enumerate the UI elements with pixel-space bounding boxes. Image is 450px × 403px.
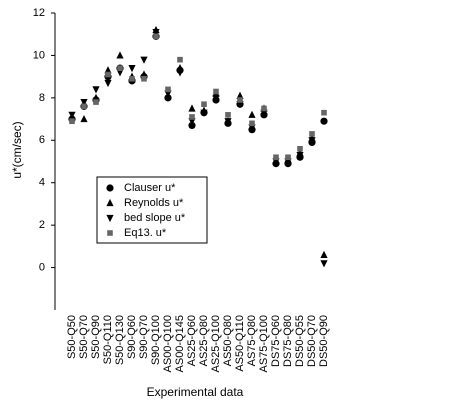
y-tick-label: 2: [39, 219, 45, 231]
legend-label: Reynolds u*: [124, 197, 184, 209]
point: [308, 137, 316, 145]
x-tick-label: S50-Q70: [78, 315, 90, 359]
point: [272, 158, 280, 166]
point: [284, 158, 292, 166]
point: [104, 79, 112, 88]
point: [248, 110, 256, 118]
point: [153, 33, 159, 40]
point: [213, 88, 219, 95]
x-tick-label: S90-Q60: [126, 315, 138, 359]
point: [309, 131, 315, 137]
point: [224, 118, 232, 126]
point: [236, 101, 244, 109]
point: [68, 111, 76, 119]
point: [321, 109, 327, 116]
x-tick-label: AS75-Q100: [258, 315, 270, 372]
x-tick-label: DS75-Q80: [282, 315, 294, 367]
point: [164, 90, 172, 98]
point: [237, 97, 243, 103]
point: [320, 117, 328, 125]
point: [116, 69, 124, 77]
point: [201, 101, 207, 108]
point: [189, 114, 195, 120]
point: [129, 75, 135, 82]
point: [116, 51, 124, 59]
point: [177, 56, 183, 63]
point: [200, 109, 208, 117]
point: [117, 65, 123, 71]
legend-marker: [106, 184, 114, 192]
point: [104, 66, 112, 74]
x-tick-label: DS50-Q70: [306, 315, 318, 367]
point: [176, 69, 184, 77]
point: [92, 93, 100, 101]
x-tick-label: S50-Q130: [114, 315, 126, 365]
x-tick-label: AS00-Q145: [174, 315, 186, 372]
x-tick-label: AS25-Q80: [198, 315, 210, 366]
x-tick-label: DS75-Q60: [270, 315, 282, 367]
x-tick-label: S90-Q70: [138, 315, 150, 359]
y-tick-label: 6: [39, 134, 45, 146]
point: [273, 154, 279, 161]
legend-label: Eq13. u*: [124, 227, 167, 239]
x-tick-label: S50-Q90: [90, 315, 102, 359]
point: [81, 103, 87, 110]
legend-box: [96, 176, 208, 244]
x-tick-label: AS50-Q80: [222, 315, 234, 366]
x-tick-label: AS50-Q110: [234, 315, 246, 372]
point: [188, 104, 196, 112]
point: [248, 124, 256, 132]
point: [80, 114, 88, 123]
legend-label: Clauser u*: [124, 182, 176, 194]
point: [92, 86, 100, 94]
legend-marker: [107, 230, 113, 236]
point: [225, 112, 231, 118]
point: [165, 86, 171, 93]
y-tick-label: 10: [33, 49, 45, 61]
x-tick-label: DS50-Q90: [318, 315, 330, 367]
legend-label: bed slope u*: [124, 212, 186, 224]
legend-marker: [106, 198, 114, 207]
point: [285, 154, 291, 161]
point: [296, 152, 304, 160]
point: [188, 121, 196, 130]
y-tick-label: 4: [39, 177, 45, 189]
x-tick-label: S50-Q50: [66, 315, 78, 359]
point: [105, 71, 111, 78]
point: [152, 28, 160, 37]
point: [140, 70, 148, 78]
point: [320, 250, 328, 258]
y-tick-label: 12: [33, 7, 45, 19]
x-tick-label: AS00-Q100: [162, 315, 174, 372]
point: [128, 65, 136, 73]
point: [69, 118, 75, 124]
point: [236, 91, 244, 99]
point: [320, 260, 328, 268]
point: [80, 99, 88, 107]
y-axis-title: u*(cm/sec): [10, 121, 24, 178]
point: [212, 94, 220, 102]
point: [140, 56, 148, 64]
legend-marker: [106, 214, 114, 223]
point: [141, 75, 147, 82]
x-tick-label: S90-Q100: [150, 315, 162, 365]
point: [249, 120, 255, 127]
point: [261, 105, 267, 112]
y-tick-label: 0: [39, 261, 45, 273]
x-tick-label: AS25-Q100: [210, 315, 222, 372]
point: [297, 145, 303, 152]
x-tick-label: S50-Q110: [102, 315, 114, 364]
y-tick-label: 8: [39, 92, 45, 104]
point: [260, 109, 268, 117]
point: [188, 118, 196, 126]
x-tick-label: AS25-Q60: [186, 315, 198, 366]
x-tick-label: AS75-Q80: [246, 315, 258, 366]
x-axis-title: Experimental data: [147, 385, 244, 399]
x-tick-label: DS50-Q55: [294, 315, 306, 367]
point: [93, 99, 99, 105]
